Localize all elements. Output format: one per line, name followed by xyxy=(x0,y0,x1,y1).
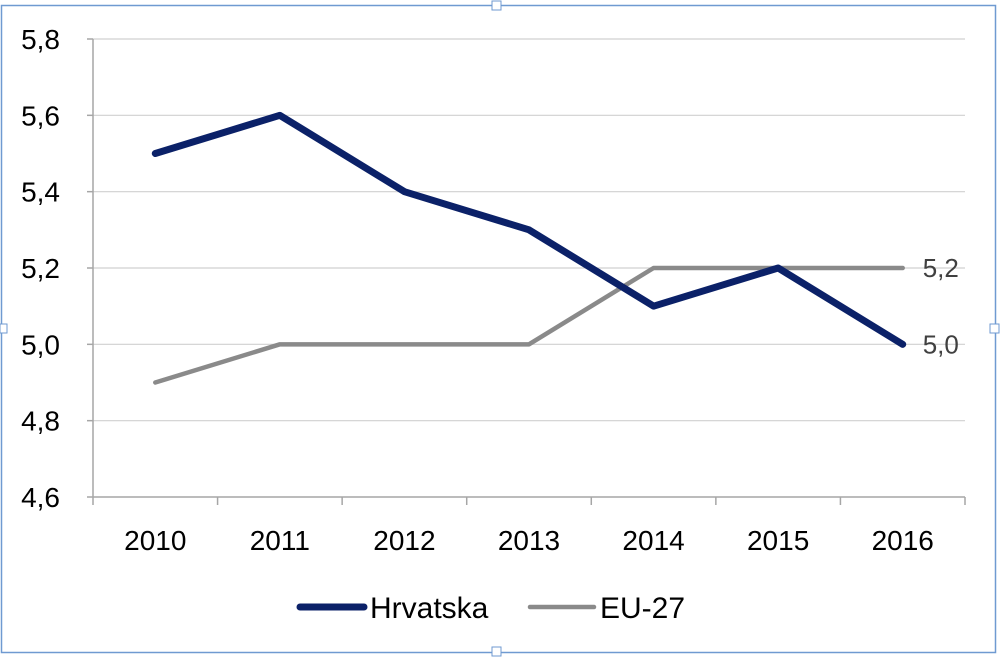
y-tick-label: 4,6 xyxy=(21,482,60,513)
series-line-eu-27 xyxy=(153,265,905,385)
x-tick-label: 2010 xyxy=(124,525,186,556)
x-tick-label: 2013 xyxy=(498,525,560,556)
data-labels: 5,0 5,2 xyxy=(923,253,959,359)
y-tick-label: 5,8 xyxy=(21,24,60,55)
x-tick-label: 2016 xyxy=(872,525,934,556)
data-label: 5,0 xyxy=(923,329,959,359)
resize-handle-bottom[interactable] xyxy=(491,646,502,657)
y-tick-label: 5,0 xyxy=(21,329,60,360)
series-lines xyxy=(151,111,907,385)
series-line-hrvatska xyxy=(151,111,907,348)
resize-handle-left[interactable] xyxy=(0,323,8,334)
legend-label: Hrvatska xyxy=(370,592,489,625)
y-tick-label: 5,6 xyxy=(21,100,60,131)
x-tick-label: 2015 xyxy=(747,525,809,556)
x-tick-label: 2014 xyxy=(622,525,684,556)
x-tick-label: 2011 xyxy=(250,525,310,556)
y-tick-label: 4,8 xyxy=(21,406,60,437)
y-tick-label: 5,2 xyxy=(21,253,60,284)
y-tick-label: 5,4 xyxy=(21,177,60,208)
data-label: 5,2 xyxy=(923,253,959,283)
x-tick-label: 2012 xyxy=(373,525,435,556)
legend: Hrvatska EU-27 xyxy=(296,592,685,625)
axes: 4,6 4,8 5,0 5,2 5,4 5,6 5,8 2010 2011 2012 2013 201… xyxy=(21,24,966,556)
resize-handle-top[interactable] xyxy=(491,0,502,11)
legend-label: EU-27 xyxy=(600,592,685,625)
resize-handle-right[interactable] xyxy=(989,323,1000,334)
